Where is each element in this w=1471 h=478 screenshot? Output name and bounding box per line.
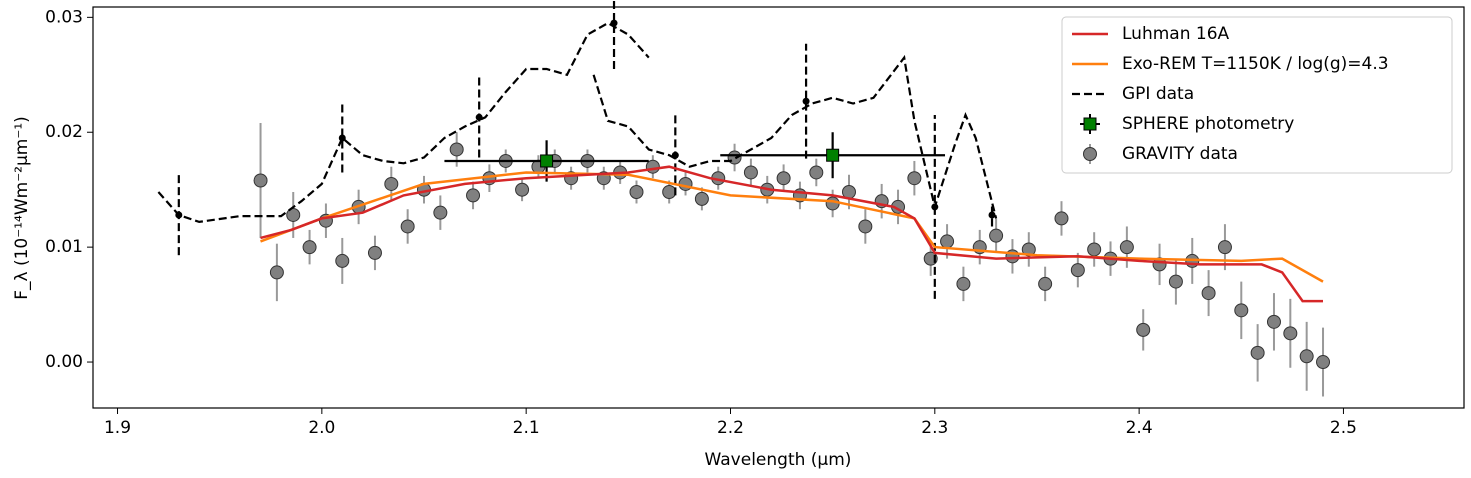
point [1070, 263, 1085, 278]
point [988, 211, 996, 219]
point [433, 205, 448, 220]
point [338, 134, 346, 142]
legend-label: Luhman 16A [1122, 24, 1230, 44]
point [1201, 286, 1216, 301]
point [1217, 240, 1232, 255]
point [400, 219, 415, 234]
point [940, 234, 955, 249]
point [907, 171, 922, 186]
point [694, 191, 709, 206]
point [253, 173, 268, 188]
point [802, 97, 810, 105]
legend-label: Exo-REM T=1150K / log(g)=4.3 [1122, 54, 1389, 74]
x-tick-label: 1.9 [104, 418, 131, 438]
x-tick-label: 2.3 [921, 418, 948, 438]
point [1266, 314, 1281, 329]
point [302, 240, 317, 255]
point [269, 265, 284, 280]
point [466, 188, 481, 203]
x-tick-label: 2.0 [308, 418, 335, 438]
point [671, 151, 679, 159]
point [629, 184, 644, 199]
legend-swatch [1083, 117, 1097, 131]
point [931, 203, 939, 211]
point [776, 171, 791, 186]
point [956, 276, 971, 291]
marker [540, 154, 554, 168]
point [175, 211, 183, 219]
x-tick-label: 2.5 [1330, 418, 1357, 438]
point [1038, 276, 1053, 291]
point [335, 253, 350, 268]
x-tick-label: 2.1 [513, 418, 540, 438]
point [825, 196, 840, 211]
point [1283, 326, 1298, 341]
point [662, 184, 677, 199]
y-axis-label: F_λ (10⁻¹⁴Wm⁻²μm⁻¹) [12, 116, 32, 300]
point [1168, 274, 1183, 289]
dashed-line [157, 21, 998, 224]
point [645, 159, 660, 174]
x-tick-label: 2.4 [1126, 418, 1153, 438]
point [1119, 240, 1134, 255]
legend-swatch [1083, 147, 1097, 161]
point [1299, 349, 1314, 364]
point [858, 219, 873, 234]
point [475, 113, 483, 121]
legend-label: SPHERE photometry [1122, 114, 1294, 134]
y-tick-label: 0.00 [45, 352, 83, 372]
plot-frame [92, 6, 1465, 409]
legend-label: GRAVITY data [1122, 144, 1238, 164]
line [260, 165, 1323, 303]
y-tick-label: 0.01 [45, 237, 83, 257]
point [610, 19, 618, 27]
point [1234, 303, 1249, 318]
point [743, 165, 758, 180]
x-axis-label: Wavelength (μm) [705, 450, 852, 470]
point [1087, 242, 1102, 257]
legend-box [1061, 16, 1453, 174]
point [809, 165, 824, 180]
point [367, 245, 382, 260]
legend-label: GPI data [1122, 84, 1194, 104]
point [1250, 345, 1265, 360]
point [1054, 211, 1069, 226]
y-tick-label: 0.03 [45, 7, 83, 27]
point [989, 228, 1004, 243]
point [1136, 322, 1151, 337]
y-tick-label: 0.02 [45, 122, 83, 142]
point [449, 142, 464, 157]
plot-area [157, 0, 1331, 397]
marker [826, 148, 840, 162]
point [1021, 242, 1036, 257]
x-tick-label: 2.2 [717, 418, 744, 438]
point [384, 176, 399, 191]
line [260, 171, 1324, 283]
point [515, 182, 530, 197]
point [1316, 355, 1331, 370]
